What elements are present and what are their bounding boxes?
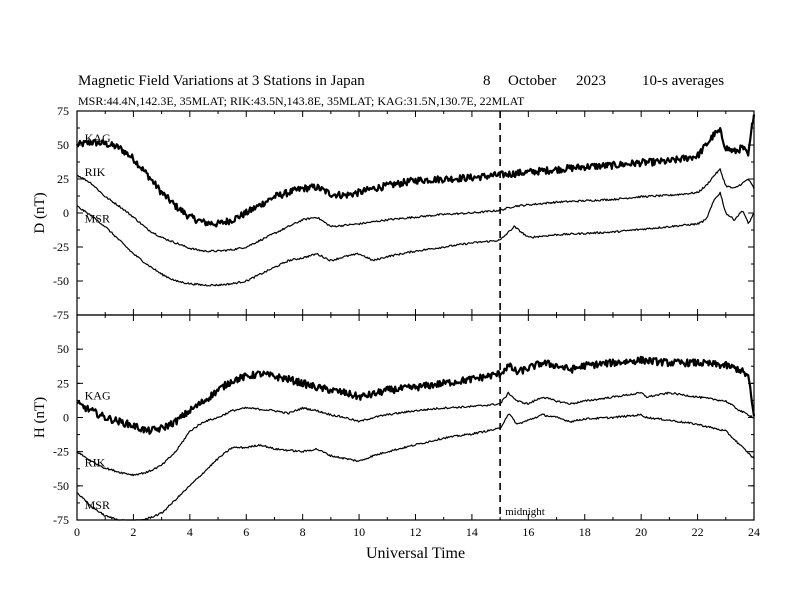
station-coordinates: MSR:44.4N,142.3E, 35MLAT; RIK:43.5N,143.… bbox=[78, 94, 525, 108]
x-tick-label: 20 bbox=[635, 525, 647, 539]
y-tick-label: 0 bbox=[63, 206, 69, 220]
x-tick-label: 14 bbox=[466, 525, 478, 539]
y-tick-label: 75 bbox=[57, 104, 69, 118]
series-label-rik: RIK bbox=[85, 456, 106, 470]
y-tick-label: -50 bbox=[53, 479, 69, 493]
series-label-rik: RIK bbox=[85, 165, 106, 179]
x-tick-label: 22 bbox=[692, 525, 704, 539]
x-tick-label: 10 bbox=[353, 525, 365, 539]
midnight-label: midnight bbox=[505, 506, 545, 518]
x-tick-label: 8 bbox=[300, 525, 306, 539]
title-year: 2023 bbox=[576, 73, 606, 89]
y-tick-label: 25 bbox=[57, 172, 69, 186]
y-tick-label: 50 bbox=[57, 342, 69, 356]
series-label-msr: MSR bbox=[85, 211, 110, 225]
series-line-kag bbox=[76, 355, 756, 435]
y-tick-label: -25 bbox=[53, 445, 69, 459]
y-tick-label: 50 bbox=[57, 138, 69, 152]
series-label-msr: MSR bbox=[85, 498, 110, 512]
series-line-msr bbox=[76, 413, 755, 521]
y-tick-label: 0 bbox=[63, 411, 69, 425]
x-tick-label: 6 bbox=[243, 525, 249, 539]
panel-frame-top bbox=[76, 110, 755, 316]
title-month: October bbox=[508, 73, 557, 89]
y-tick-label: -75 bbox=[53, 513, 69, 527]
title-averaging: 10-s averages bbox=[642, 73, 725, 89]
y-tick-label: -75 bbox=[53, 308, 69, 322]
series-line-rik bbox=[76, 391, 755, 477]
x-axis-label: Universal Time bbox=[366, 545, 465, 562]
series-label-kag: KAG bbox=[85, 131, 111, 145]
y-axis-label: D (nT) bbox=[32, 192, 48, 233]
x-tick-label: 2 bbox=[130, 525, 136, 539]
chart-title: Magnetic Field Variations at 3 Stations … bbox=[78, 73, 365, 89]
panel-top: -75 -50 -25 0 25 50 75 D (nT) KAG RIK MSR bbox=[32, 104, 756, 322]
x-tick-label: 12 bbox=[410, 525, 422, 539]
y-tick-label: -25 bbox=[53, 240, 69, 254]
series-line-kag bbox=[75, 114, 756, 228]
x-tick-label: 0 bbox=[74, 525, 80, 539]
series-line-msr bbox=[76, 191, 755, 287]
x-tick-label: 16 bbox=[522, 525, 534, 539]
x-tick-label: 18 bbox=[579, 525, 591, 539]
y-tick-label: -50 bbox=[53, 274, 69, 288]
series-line-rik bbox=[76, 168, 755, 253]
x-tick-label: 24 bbox=[748, 525, 760, 539]
series-label-kag: KAG bbox=[85, 389, 111, 403]
y-axis-label: H (nT) bbox=[32, 397, 48, 438]
title-day: 8 bbox=[483, 73, 491, 89]
x-tick-label: 4 bbox=[187, 525, 193, 539]
y-tick-label: 25 bbox=[57, 376, 69, 390]
